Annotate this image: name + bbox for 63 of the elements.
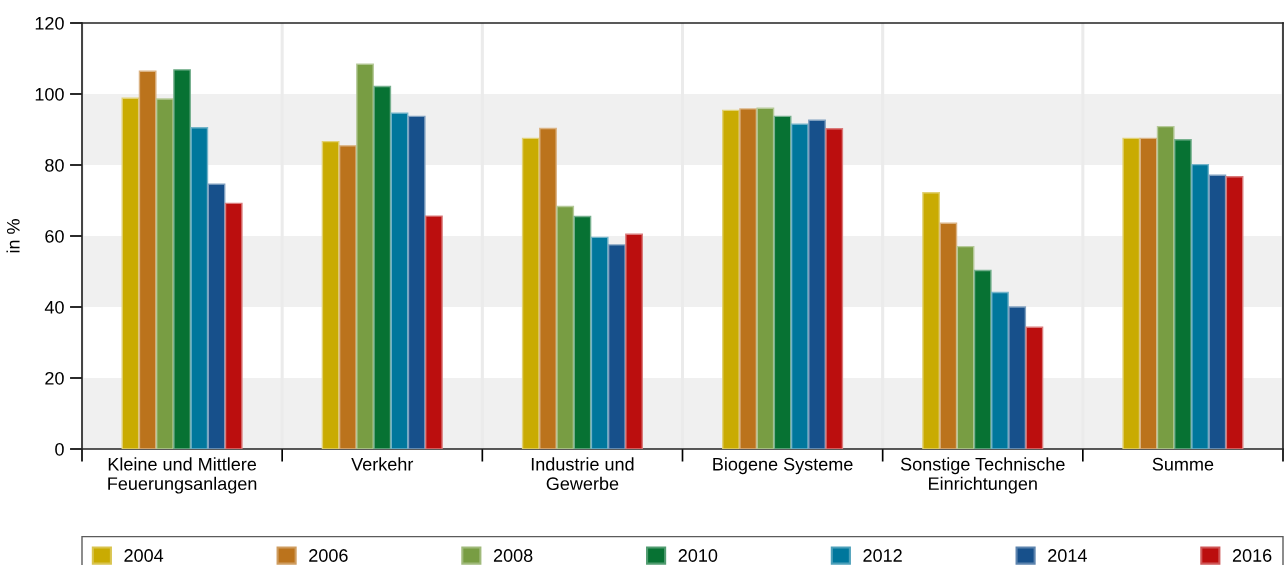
bar <box>539 127 557 449</box>
bar <box>155 98 174 449</box>
legend-label: 2008 <box>493 549 533 562</box>
bar <box>590 236 609 449</box>
bar <box>808 119 826 449</box>
bar <box>356 63 374 449</box>
x-tick-label: Sonstige Technische Einrichtungen <box>900 457 1065 494</box>
bar <box>521 137 540 449</box>
bar <box>1191 163 1210 449</box>
legend-label: 2016 <box>1232 549 1272 562</box>
bar <box>739 108 758 449</box>
legend-label: 2004 <box>124 549 164 562</box>
bar <box>390 112 409 449</box>
bar <box>207 183 226 449</box>
bar <box>773 115 792 449</box>
bar <box>1139 137 1158 449</box>
bar <box>790 123 809 449</box>
bar <box>121 97 140 449</box>
x-tick-label: Verkehr <box>351 457 414 471</box>
x-tick-label: Kleine und Mittlere Feuerungsanlagen <box>108 457 257 494</box>
bar <box>407 115 426 449</box>
y-axis-title: in % <box>6 219 20 253</box>
y-tick-label: 20 <box>45 371 64 385</box>
bar <box>722 109 740 449</box>
x-tick-label: Biogene Systeme <box>713 457 853 475</box>
legend-label: 2014 <box>1048 549 1087 562</box>
y-tick-label: 120 <box>35 16 64 30</box>
legend-label: 2006 <box>309 549 348 562</box>
y-tick-label: 60 <box>45 229 64 243</box>
bar <box>1008 306 1027 449</box>
bar <box>321 140 340 449</box>
bar <box>756 107 775 449</box>
bar <box>973 269 992 449</box>
bar <box>556 205 575 449</box>
y-tick-label: 80 <box>45 158 64 172</box>
bar <box>939 222 958 449</box>
bar <box>922 191 941 449</box>
legend-label: 2012 <box>863 549 902 562</box>
y-tick-label: 40 <box>44 300 64 314</box>
bar <box>173 69 191 449</box>
bar <box>1208 174 1227 449</box>
bar <box>1122 137 1141 449</box>
bar <box>138 70 157 449</box>
bar <box>373 85 392 449</box>
bar <box>424 215 443 449</box>
legend-label: 2010 <box>678 549 718 562</box>
bar <box>607 244 626 449</box>
bar <box>1025 326 1044 449</box>
bar <box>573 215 592 449</box>
bar <box>338 145 357 449</box>
bar <box>1225 176 1244 449</box>
bar <box>224 202 243 449</box>
bar <box>625 233 643 449</box>
bar <box>1156 125 1175 449</box>
bar <box>1174 139 1192 449</box>
bar <box>991 291 1009 449</box>
x-tick-label: Industrie und Gewerbe <box>531 457 634 491</box>
bar <box>190 127 209 449</box>
y-tick-label: 100 <box>35 87 64 101</box>
bar <box>956 245 975 449</box>
bar <box>825 128 844 449</box>
x-tick-label: Summe <box>1152 457 1214 471</box>
y-tick-label: 0 <box>55 442 64 456</box>
